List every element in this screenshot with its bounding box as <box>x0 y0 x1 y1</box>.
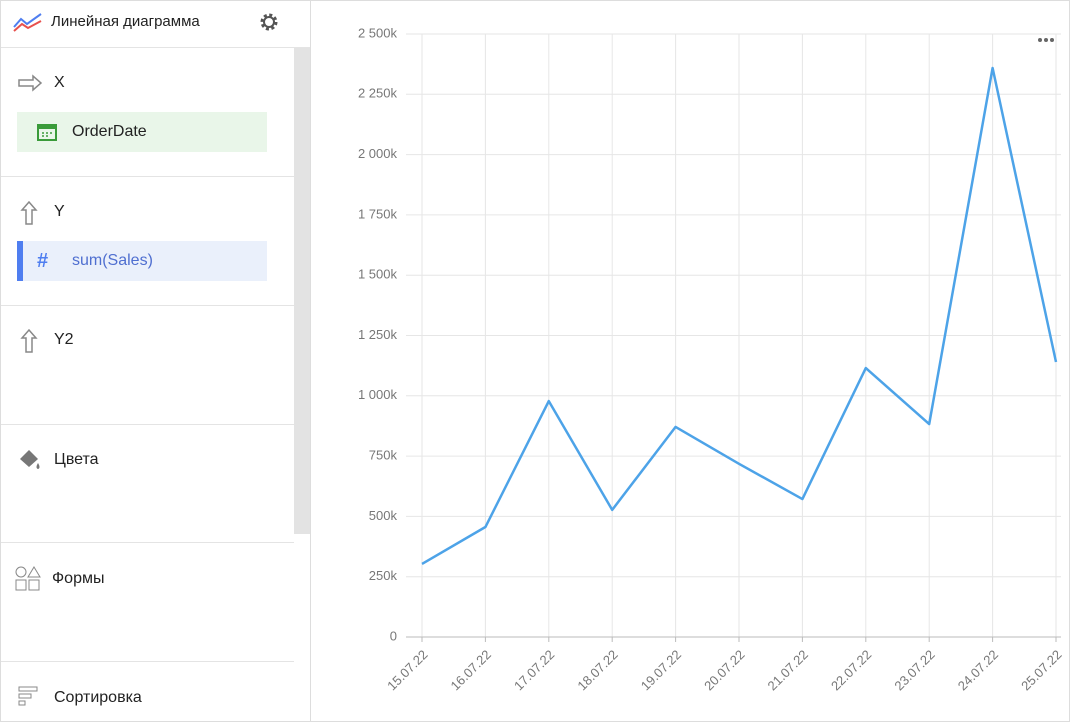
section-label: X <box>54 74 65 91</box>
x-tick-label: 23.07.22 <box>891 647 937 693</box>
sort-icon <box>18 686 38 706</box>
y-tick-label: 500k <box>369 508 398 523</box>
y-tick-label: 250k <box>369 568 398 583</box>
field-chip[interactable]: # sum(Sales) <box>17 241 267 281</box>
y-tick-label: 0 <box>390 628 397 643</box>
y-tick-label: 1 750k <box>358 206 398 221</box>
x-tick-label: 24.07.22 <box>955 647 1001 693</box>
x-tick-label: 22.07.22 <box>828 647 874 693</box>
y-tick-label: 2 500k <box>358 25 398 40</box>
section-label: Сортировка <box>54 689 142 706</box>
line <box>421 66 1058 565</box>
divider <box>1 542 294 543</box>
colors-icon <box>20 450 40 469</box>
y-tick-label: 1 000k <box>358 387 398 402</box>
section-label: Y <box>54 203 65 220</box>
more-button[interactable] <box>1038 38 1054 42</box>
y-tick-label: 2 000k <box>358 146 398 161</box>
x-tick-label: 19.07.22 <box>638 647 684 693</box>
chart-type-icon <box>13 13 42 32</box>
y-tick-label: 1 250k <box>358 327 398 342</box>
chart: 0 250k 500k 750k 1 000k 1 250k 1 500k 1 750k 2 0… <box>358 25 1065 693</box>
shapes-icon <box>15 566 41 591</box>
divider <box>1 176 294 177</box>
y-tick-label: 750k <box>369 448 398 463</box>
field-name: OrderDate <box>72 123 147 140</box>
y-icon <box>20 200 38 225</box>
x-tick-label: 17.07.22 <box>511 647 557 693</box>
section-label: Y2 <box>54 331 74 348</box>
divider <box>1 305 294 306</box>
x-icon <box>18 74 43 92</box>
settings-button[interactable] <box>257 10 281 34</box>
number-icon: # <box>37 250 49 272</box>
y2-icon <box>20 328 38 353</box>
section-label: Формы <box>52 570 105 587</box>
chip-marker <box>17 241 23 281</box>
header-divider <box>1 47 310 48</box>
section-label: Цвета <box>54 451 99 468</box>
divider <box>1 661 294 662</box>
y-tick-label: 2 250k <box>358 86 398 101</box>
divider <box>1 424 294 425</box>
date-icon <box>37 124 57 141</box>
y-tick-label: 1 500k <box>358 267 398 282</box>
x-tick-label: 18.07.22 <box>574 647 620 693</box>
field-chip[interactable]: OrderDate <box>17 112 267 152</box>
scrollbar[interactable] <box>294 48 310 534</box>
x-tick-label: 16.07.22 <box>448 647 494 693</box>
x-tick-label: 25.07.22 <box>1018 647 1064 693</box>
header-title: Линейная диаграмма <box>51 13 200 30</box>
field-name: sum(Sales) <box>72 252 153 269</box>
x-tick-label: 21.07.22 <box>765 647 811 693</box>
x-tick-label: 20.07.22 <box>701 647 747 693</box>
sidebar <box>1 1 311 721</box>
x-tick-label: 15.07.22 <box>384 647 430 693</box>
